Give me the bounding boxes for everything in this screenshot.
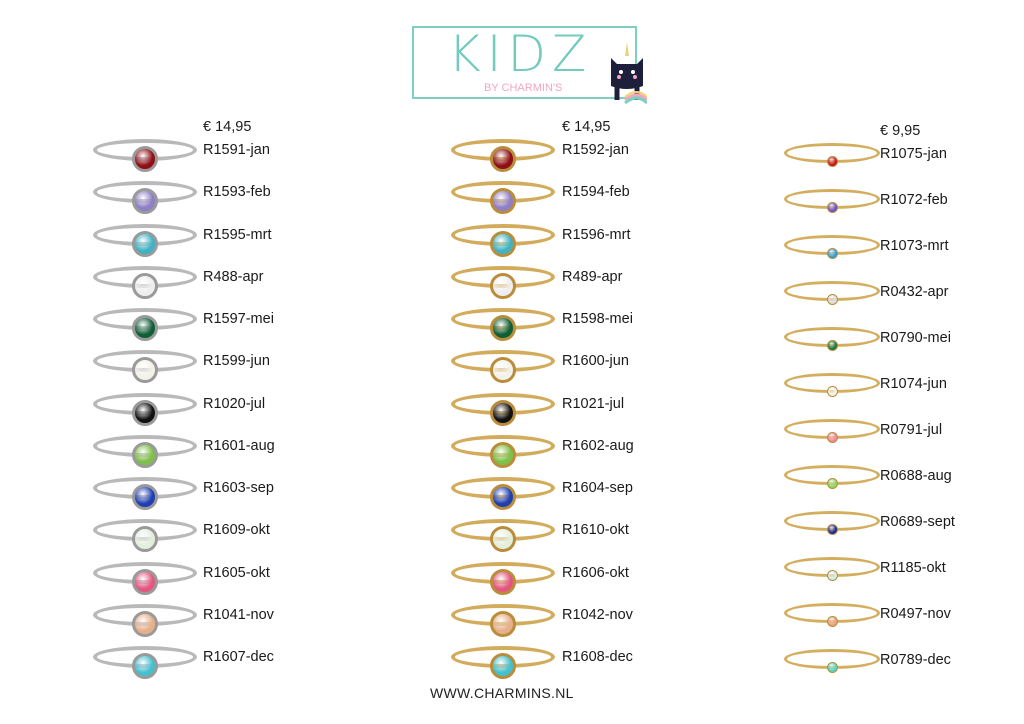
- stone: [132, 610, 158, 637]
- product-code: R1599-jun: [203, 353, 270, 370]
- stone: [826, 431, 838, 443]
- stone: [132, 272, 158, 299]
- stone: [490, 146, 516, 172]
- product-code: R1606-okt: [562, 564, 629, 581]
- stone: [132, 146, 158, 172]
- product-code: R0497-nov: [880, 606, 951, 622]
- product-code: R1075-jan: [880, 146, 947, 162]
- stone: [826, 523, 838, 535]
- stone: [490, 484, 516, 510]
- product-code: R1073-mrt: [880, 238, 949, 254]
- stone: [490, 399, 516, 426]
- stone: [132, 230, 158, 257]
- product-code: R488-apr: [203, 268, 264, 285]
- product-code: R0432-apr: [880, 284, 949, 300]
- stone: [490, 357, 516, 384]
- stone: [132, 484, 158, 510]
- unicorn-cat-icon: [611, 42, 647, 105]
- product-code: R489-apr: [562, 268, 623, 285]
- product-code: R1074-jun: [880, 376, 947, 392]
- product-code: R1021-jul: [562, 395, 625, 412]
- product-code: R1604-sep: [562, 480, 633, 496]
- stone: [826, 201, 838, 213]
- product-code: R1597-mei: [203, 311, 274, 327]
- stone: [132, 399, 158, 426]
- stone: [490, 188, 516, 215]
- product-code: R1598-mei: [562, 311, 633, 327]
- stone: [826, 569, 838, 581]
- stone: [132, 188, 158, 215]
- stone: [826, 247, 838, 259]
- product-code: R1041-nov: [203, 606, 274, 623]
- stone: [132, 526, 158, 553]
- product-code: R0791-jul: [880, 422, 943, 438]
- product-code: R1605-okt: [203, 564, 270, 581]
- product-code: R1072-feb: [880, 192, 948, 208]
- stone: [132, 357, 158, 384]
- stone: [826, 339, 838, 351]
- product-code: R1610-okt: [562, 522, 629, 539]
- product-code: R1042-nov: [562, 606, 633, 623]
- stone: [490, 526, 516, 553]
- product-code: R1600-jun: [562, 353, 629, 370]
- price-label: € 14,95: [562, 119, 611, 135]
- product-code: R1603-sep: [203, 480, 274, 496]
- product-code: R1020-jul: [203, 395, 266, 412]
- product-code: R1593-feb: [203, 184, 271, 201]
- stone: [826, 477, 838, 489]
- stone: [132, 315, 158, 341]
- product-code: R1595-mrt: [203, 226, 272, 243]
- stone: [826, 615, 838, 627]
- price-label: € 14,95: [203, 119, 252, 135]
- stone: [490, 315, 516, 341]
- product-code: R1607-dec: [203, 649, 274, 665]
- product-code: R1591-jan: [203, 142, 270, 158]
- stone: [490, 610, 516, 637]
- stone: [490, 272, 516, 299]
- product-code: R0789-dec: [880, 652, 951, 668]
- kidz-logo: KIDZ BY CHARMIN'S: [412, 26, 637, 99]
- stone: [490, 568, 516, 595]
- product-code: R1594-feb: [562, 184, 630, 201]
- stone: [490, 441, 516, 468]
- stone: [132, 653, 158, 679]
- stone: [826, 385, 838, 397]
- product-code: R1609-okt: [203, 522, 270, 539]
- stone: [490, 653, 516, 679]
- website-url[interactable]: WWW.CHARMINS.NL: [430, 685, 574, 701]
- stone: [490, 230, 516, 257]
- product-code: R1592-jan: [562, 142, 629, 158]
- product-code: R1608-dec: [562, 649, 633, 665]
- stone: [132, 568, 158, 595]
- product-code: R1602-aug: [562, 437, 634, 454]
- stone: [826, 155, 838, 167]
- logo-title: KIDZ: [448, 25, 593, 83]
- product-code: R1596-mrt: [562, 226, 631, 243]
- stone: [826, 661, 838, 673]
- stone: [132, 441, 158, 468]
- product-code: R1601-aug: [203, 437, 275, 454]
- product-code: R1185-okt: [880, 560, 946, 576]
- product-code: R0689-sept: [880, 514, 955, 530]
- logo-subtitle: BY CHARMIN'S: [484, 82, 563, 94]
- stone: [826, 293, 838, 305]
- product-code: R0790-mei: [880, 330, 951, 346]
- price-label: € 9,95: [880, 123, 921, 139]
- product-code: R0688-aug: [880, 468, 952, 484]
